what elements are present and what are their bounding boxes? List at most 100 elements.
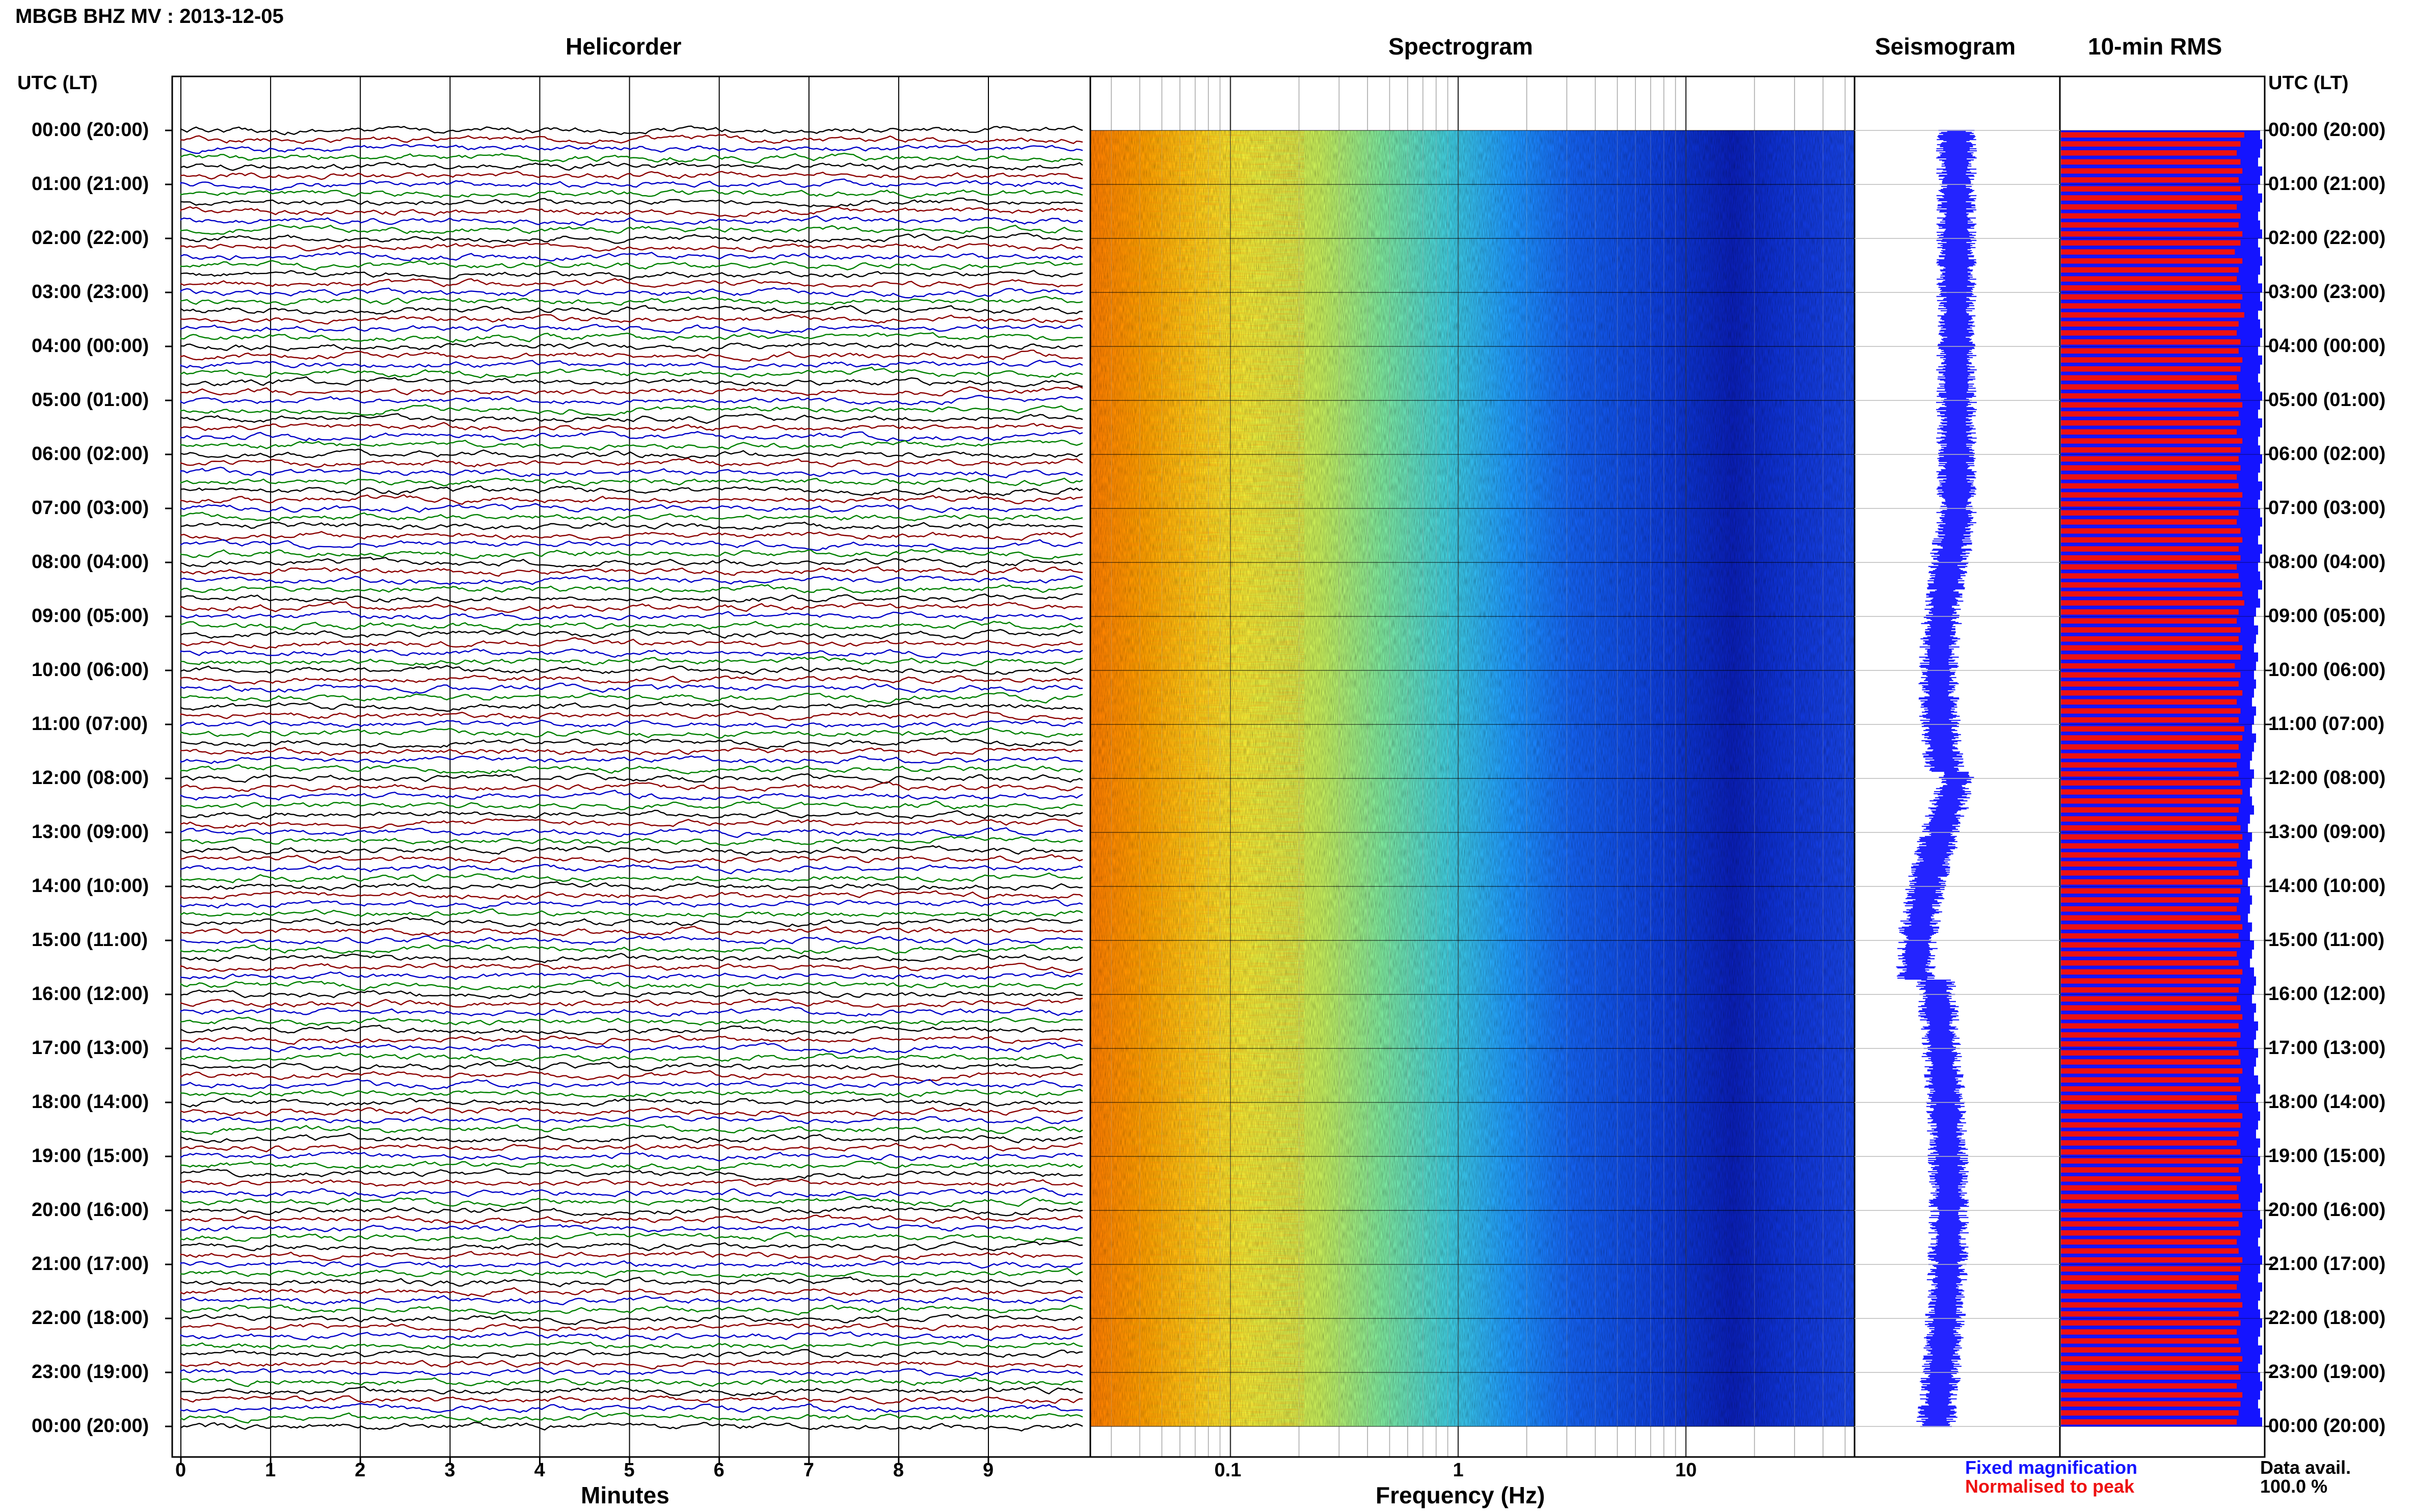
helicorder-trace bbox=[180, 215, 1083, 226]
rms-bar-normalised bbox=[2061, 492, 2243, 498]
rms-bar-normalised bbox=[2061, 132, 2244, 138]
helicorder-trace bbox=[180, 665, 1083, 675]
time-label-left: 21:00 (17:00) bbox=[32, 1253, 149, 1275]
rms-bar-normalised bbox=[2061, 447, 2241, 453]
time-label-right: 18:00 (14:00) bbox=[2268, 1091, 2386, 1113]
helicorder-trace bbox=[180, 1341, 1083, 1350]
rms-bar-normalised bbox=[2061, 1284, 2237, 1290]
time-label-right: 00:00 (20:00) bbox=[2268, 119, 2386, 141]
helicorder-trace bbox=[180, 601, 1083, 613]
rms-bar-normalised bbox=[2061, 357, 2243, 363]
time-label-right: 05:00 (01:00) bbox=[2268, 389, 2386, 411]
rms-bar-normalised bbox=[2061, 474, 2237, 480]
time-label-left: 10:00 (06:00) bbox=[32, 659, 149, 681]
helicorder-trace bbox=[180, 269, 1083, 280]
helicorder-trace bbox=[180, 1287, 1083, 1298]
helicorder-trace bbox=[180, 1006, 1083, 1017]
helicorder-trace bbox=[180, 1024, 1083, 1036]
frequency-axis-label: Frequency (Hz) bbox=[1376, 1482, 1545, 1508]
rms-bar-normalised bbox=[2061, 978, 2241, 984]
rms-bar-normalised bbox=[2061, 393, 2241, 399]
rms-bar-normalised bbox=[2061, 1311, 2239, 1317]
helicorder-trace bbox=[180, 692, 1083, 704]
minute-tick-label: 7 bbox=[803, 1460, 814, 1481]
helicorder-trace bbox=[180, 971, 1083, 981]
time-label-left: 02:00 (22:00) bbox=[32, 227, 149, 249]
rms-bar-normalised bbox=[2061, 1383, 2237, 1389]
rms-bar-normalised bbox=[2061, 285, 2241, 291]
rms-bar-normalised bbox=[2061, 879, 2243, 885]
helicorder-trace bbox=[180, 386, 1083, 397]
rms-bar-normalised bbox=[2061, 1122, 2241, 1128]
utc-header-right: UTC (LT) bbox=[2268, 72, 2349, 94]
rms-bar-normalised bbox=[2061, 1203, 2241, 1209]
minute-tick-label: 3 bbox=[444, 1460, 455, 1481]
helicorder-trace bbox=[180, 413, 1083, 424]
data-avail-label: Data avail. bbox=[2260, 1457, 2351, 1478]
helicorder-trace bbox=[180, 1178, 1083, 1187]
helicorder-trace bbox=[180, 1267, 1083, 1278]
helicorder-trace bbox=[180, 854, 1083, 864]
helicorder-trace bbox=[180, 295, 1083, 306]
rms-bar-normalised bbox=[2061, 726, 2244, 732]
helicorder-trace bbox=[180, 818, 1083, 829]
rms-bar-normalised bbox=[2061, 1023, 2239, 1029]
rms-bar-normalised bbox=[2061, 177, 2239, 183]
rms-bar-normalised bbox=[2061, 1338, 2239, 1344]
helicorder-trace bbox=[180, 979, 1083, 991]
helicorder-trace bbox=[180, 845, 1083, 856]
rms-bar-normalised bbox=[2061, 708, 2241, 714]
rms-bar-normalised bbox=[2061, 240, 2241, 246]
helicorder-trace bbox=[180, 764, 1083, 775]
time-label-left: 00:00 (20:00) bbox=[32, 119, 149, 141]
time-label-right: 16:00 (12:00) bbox=[2268, 983, 2386, 1005]
rms-bar-normalised bbox=[2061, 690, 2243, 696]
rms-bar-normalised bbox=[2061, 789, 2243, 795]
helicorder-trace bbox=[180, 584, 1083, 594]
helicorder-trace bbox=[180, 152, 1083, 165]
time-label-left: 03:00 (23:00) bbox=[32, 281, 149, 303]
seismogram-panel bbox=[1854, 75, 2061, 1458]
helicorder-trace bbox=[180, 881, 1083, 892]
rms-bar-normalised bbox=[2061, 1212, 2243, 1218]
helicorder-trace bbox=[180, 144, 1083, 154]
time-label-left: 05:00 (01:00) bbox=[32, 389, 149, 411]
helicorder-trace bbox=[180, 944, 1083, 955]
rms-bar-normalised bbox=[2061, 1230, 2241, 1236]
rms-bar-normalised bbox=[2061, 1239, 2237, 1245]
rms-bar-normalised bbox=[2061, 600, 2244, 606]
helicorder-trace bbox=[180, 1042, 1083, 1055]
rms-bar-normalised bbox=[2061, 1068, 2243, 1074]
rms-bar-normalised bbox=[2061, 168, 2243, 174]
helicorder-trace bbox=[180, 232, 1083, 244]
rms-bar-normalised bbox=[2061, 744, 2239, 750]
rms-bar-normalised bbox=[2061, 186, 2241, 192]
time-label-left: 01:00 (21:00) bbox=[32, 173, 149, 195]
helicorder-trace bbox=[180, 133, 1083, 145]
helicorder-trace bbox=[180, 629, 1083, 639]
rms-bar-normalised bbox=[2061, 411, 2239, 417]
helicorder-trace bbox=[180, 835, 1083, 846]
rms-bar-normalised bbox=[2061, 627, 2241, 633]
helicorder-trace bbox=[180, 549, 1083, 560]
rms-bar-normalised bbox=[2061, 312, 2244, 318]
helicorder-trace bbox=[180, 366, 1083, 379]
frequency-tick-label: 10 bbox=[1675, 1460, 1697, 1481]
rms-bar-normalised bbox=[2061, 780, 2241, 786]
time-label-left: 18:00 (14:00) bbox=[32, 1091, 149, 1113]
helicorder-panel bbox=[171, 75, 1091, 1458]
helicorder-trace bbox=[180, 440, 1083, 451]
minute-tick-label: 9 bbox=[983, 1460, 994, 1481]
helicorder-trace bbox=[180, 700, 1083, 712]
time-label-right: 11:00 (07:00) bbox=[2268, 713, 2385, 735]
helicorder-trace bbox=[180, 206, 1083, 218]
helicorder-trace bbox=[180, 457, 1083, 468]
rms-bar-normalised bbox=[2061, 1167, 2239, 1173]
rms-bar-normalised bbox=[2061, 852, 2241, 858]
rms-bar-normalised bbox=[2061, 456, 2239, 462]
helicorder-trace bbox=[180, 242, 1083, 252]
helicorder-trace bbox=[180, 1115, 1083, 1124]
rms-bar-normalised bbox=[2061, 1077, 2239, 1083]
helicorder-trace bbox=[180, 899, 1083, 910]
